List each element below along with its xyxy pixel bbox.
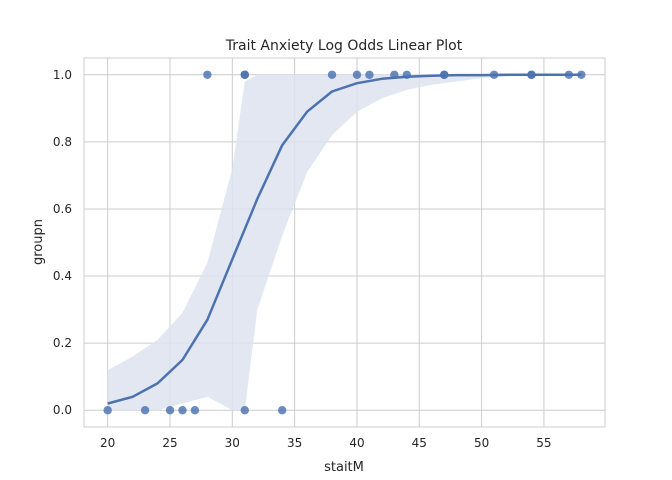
y-tick-label: 0.6 [53,202,72,216]
y-tick-label: 0.2 [53,336,72,350]
data-point [203,70,212,79]
logistic-fit-line [107,73,582,405]
x-tick-label: 20 [100,436,115,450]
y-tick-label: 0.4 [53,269,72,283]
data-point [240,406,249,415]
data-point [140,406,150,415]
y-axis-label: groupn [31,219,46,265]
data-point [440,70,449,79]
data-point [178,406,187,415]
x-tick-label: 55 [536,436,551,450]
tick-labels: 20 25 30 35 40 45 50 55 0.0 0.2 0.4 0.6 0.8 1.0 [53,68,552,450]
data-point [390,70,399,79]
data-point [190,406,200,415]
y-tick-label: 0.8 [53,135,72,149]
regression-line [107,73,582,405]
data-point [402,70,412,79]
data-point [352,70,362,79]
chart-title: Trait Anxiety Log Odds Linear Plot [225,38,463,54]
y-tick-label: 0.0 [53,403,72,417]
x-tick-label: 45 [412,436,427,450]
x-axis-label: staitM [324,460,364,475]
x-tick-label: 35 [287,436,302,450]
data-point [527,70,536,79]
data-point [365,70,374,79]
plot-border [83,57,606,428]
x-tick-label: 40 [349,436,364,450]
y-tick-label: 1.0 [53,68,72,82]
data-point [277,406,287,415]
data-point [103,406,112,415]
data-point [327,70,337,79]
data-point [564,70,574,79]
x-tick-label: 30 [225,436,240,450]
x-tick-label: 50 [474,436,489,450]
data-points [103,70,586,415]
data-point [165,406,175,415]
confidence-band-area [107,74,582,411]
confidence-band [107,74,582,411]
x-tick-label: 25 [162,436,177,450]
data-point [240,70,249,79]
plot-frame [83,57,606,428]
data-point [577,70,586,79]
data-point [489,70,499,79]
